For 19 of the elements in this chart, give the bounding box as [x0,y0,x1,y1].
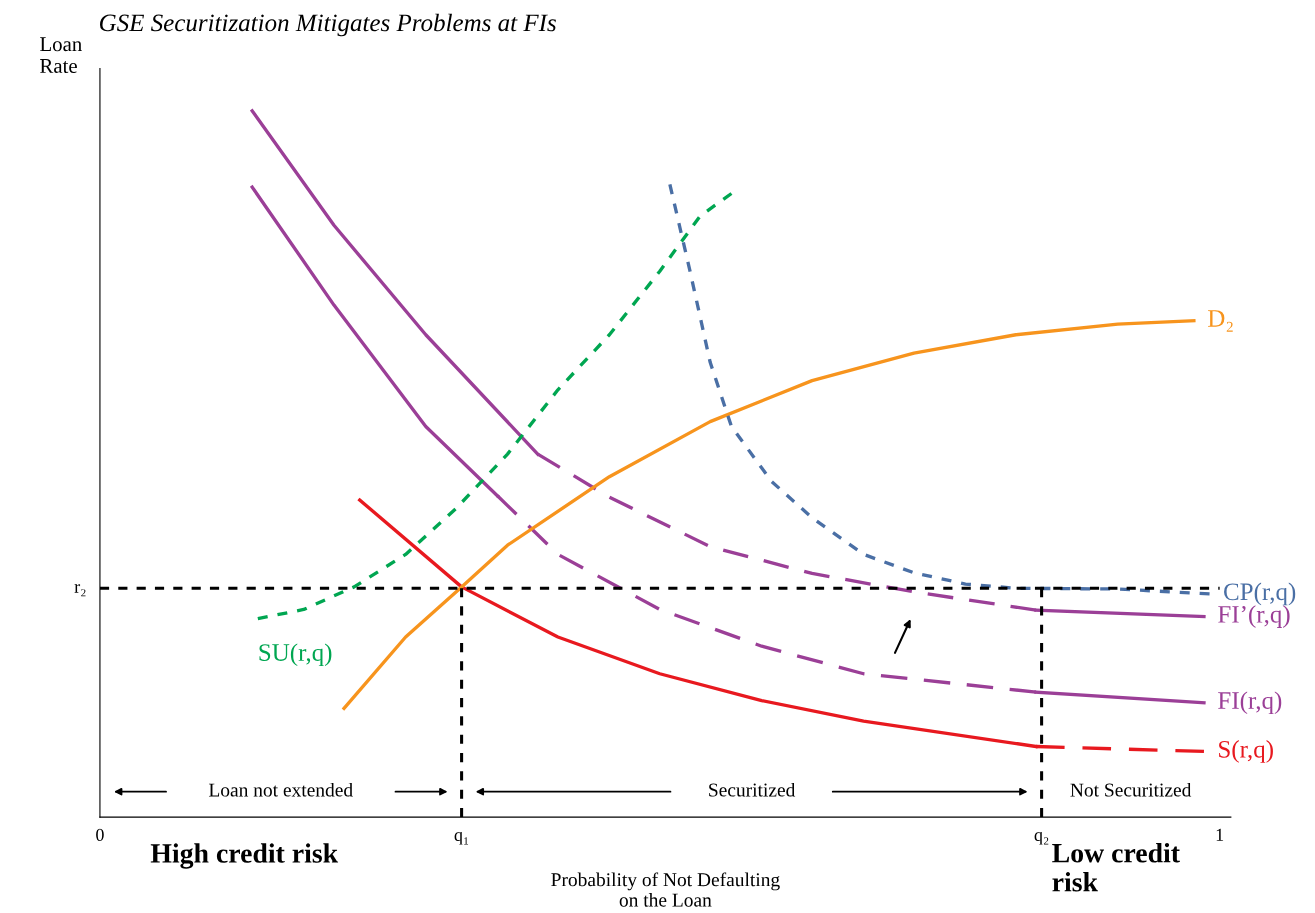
y-axis-title: Loan Rate [40,37,82,73]
x-tick-label: 1 [1216,828,1224,841]
ref-line-label: r₂ [74,584,86,597]
x-tick-label: q₂ [1034,832,1049,845]
series-label: FI(r,q) [1218,691,1282,715]
series-label: FI’(r,q) [1218,605,1290,628]
x-tick-label: q₁ [454,832,469,845]
annotation: Loan not extended [208,782,353,797]
annotation: Not Securitized [1070,782,1192,797]
series-label: S(r,q) [1219,740,1273,763]
series-label: D₂ [1208,310,1233,332]
x-axis-title: Probability of Not Defaulting on the Loan [551,872,780,907]
series-label: CP(r,q) [1224,582,1296,606]
series-label: SU(r,q) [259,643,332,667]
annotation: Securitized [709,782,796,797]
text: Low credit risk [1052,842,1180,892]
x-tick-label: 0 [96,828,104,841]
chart-title: GSE Securitization Mitigates Problems at FIs [100,13,556,37]
text: High credit risk [150,843,339,869]
